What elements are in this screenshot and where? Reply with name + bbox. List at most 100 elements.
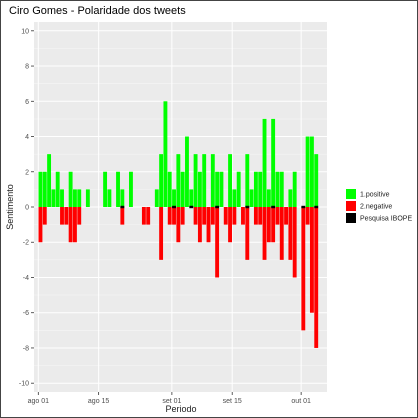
bar-1-positive: [236, 171, 241, 207]
bar-1-positive: [129, 171, 133, 207]
bar-1-positive: [103, 171, 108, 207]
y-tick-label: -6: [23, 310, 29, 317]
legend-label: 2.negative: [360, 204, 392, 211]
bar-1-positive: [189, 189, 194, 207]
y-tick-label: -4: [23, 275, 29, 282]
bar-2-negative: [202, 207, 207, 225]
bar-1-positive: [60, 189, 64, 207]
bar-1-positive: [305, 136, 310, 207]
bar-2-negative: [223, 207, 228, 225]
bar-1-positive: [47, 154, 52, 207]
y-tick-label: 10: [21, 28, 29, 35]
bar-2-negative: [232, 207, 237, 225]
bar-1-positive: [197, 171, 202, 207]
bar-2-negative: [301, 207, 306, 331]
bar-2-negative: [258, 207, 263, 225]
y-tick-label: 8: [25, 64, 29, 71]
bar-1-positive: [176, 154, 181, 207]
bar-pesquisa-ibope: [245, 205, 250, 209]
bar-1-positive: [258, 171, 263, 207]
x-tick-label: ago 01: [28, 398, 50, 405]
y-tick-label: 0: [25, 205, 29, 212]
y-axis-label: Sentimento: [5, 184, 15, 230]
bar-2-negative: [305, 207, 310, 225]
bar-1-positive: [232, 189, 237, 207]
bar-2-negative: [288, 207, 293, 260]
bar-2-negative: [284, 207, 289, 225]
bar-1-positive: [202, 154, 207, 207]
bar-1-positive: [167, 171, 172, 207]
bar-2-negative: [309, 207, 314, 313]
bar-2-negative: [68, 207, 73, 243]
bar-2-negative: [275, 207, 280, 225]
bar-pesquisa-ibope: [189, 205, 194, 209]
bar-1-positive: [72, 189, 77, 207]
x-tick-label: set 15: [223, 398, 242, 405]
bar-pesquisa-ibope: [172, 205, 176, 209]
legend: 1.positive 2.negative Pesquisa IBOPE: [346, 189, 412, 223]
bar-2-negative: [266, 207, 271, 243]
bar-2-negative: [228, 207, 232, 243]
bar-1-positive: [51, 189, 56, 207]
bar-2-negative: [271, 207, 276, 243]
legend-swatch: [346, 189, 356, 199]
bar-2-negative: [215, 207, 220, 278]
bar-1-positive: [210, 154, 215, 207]
bar-1-positive: [219, 171, 224, 207]
bar-1-positive: [288, 189, 293, 207]
bar-1-positive: [215, 171, 220, 207]
x-axis-ticks: ago 01 ago 15 set 01 set 15 out 01: [28, 392, 311, 405]
bar-pesquisa-ibope: [271, 205, 276, 209]
bar-1-positive: [279, 171, 284, 207]
y-tick-label: 2: [25, 169, 29, 176]
bar-1-positive: [228, 154, 232, 207]
bar-1-positive: [266, 189, 271, 207]
bar-1-positive: [55, 171, 60, 207]
x-tick-label: set 01: [162, 398, 181, 405]
y-tick-label: 6: [25, 99, 29, 106]
bar-2-negative: [38, 207, 43, 243]
bar-2-negative: [210, 207, 215, 225]
x-tick-label: ago 15: [88, 398, 110, 405]
bar-2-negative: [241, 207, 245, 225]
y-axis-ticks: -10 -8 -6 -4 -2 0 2 4 6 8 10: [19, 28, 34, 388]
bar-2-negative: [245, 207, 250, 260]
bar-1-positive: [245, 154, 250, 207]
legend-swatch: [346, 201, 356, 211]
bar-1-positive: [271, 118, 276, 207]
bar-1-positive: [154, 189, 159, 207]
bar-1-positive: [172, 189, 176, 207]
y-tick-label: -2: [23, 240, 29, 247]
bar-pesquisa-ibope: [215, 205, 220, 209]
bar-1-positive: [180, 171, 185, 207]
bar-1-positive: [77, 189, 82, 207]
bar-1-positive: [107, 189, 112, 207]
bar-1-positive: [85, 189, 90, 207]
bar-2-negative: [64, 207, 69, 225]
bar-1-positive: [185, 136, 189, 207]
legend-label: Pesquisa IBOPE: [360, 216, 412, 223]
bar-pesquisa-ibope: [301, 205, 306, 209]
y-tick-label: 4: [25, 134, 29, 141]
legend-swatch: [346, 213, 356, 223]
bar-2-negative: [172, 207, 176, 225]
bar-2-negative: [120, 207, 125, 225]
grid-lines: [34, 22, 327, 392]
bar-2-negative: [279, 207, 284, 260]
bar-1-positive: [275, 171, 280, 207]
bar-2-negative: [197, 207, 202, 243]
y-tick-label: -10: [19, 381, 29, 388]
bar-2-negative: [141, 207, 146, 225]
bar-1-positive: [262, 118, 267, 207]
bar-2-negative: [262, 207, 267, 260]
bar-2-negative: [60, 207, 64, 225]
bar-2-negative: [206, 207, 211, 243]
bar-2-negative: [77, 207, 82, 225]
bar-1-positive: [116, 171, 120, 207]
bar-2-negative: [176, 207, 181, 243]
bar-2-negative: [292, 207, 297, 278]
bar-1-positive: [42, 171, 47, 207]
y-tick-label: -8: [23, 345, 29, 352]
bar-2-negative: [42, 207, 47, 225]
